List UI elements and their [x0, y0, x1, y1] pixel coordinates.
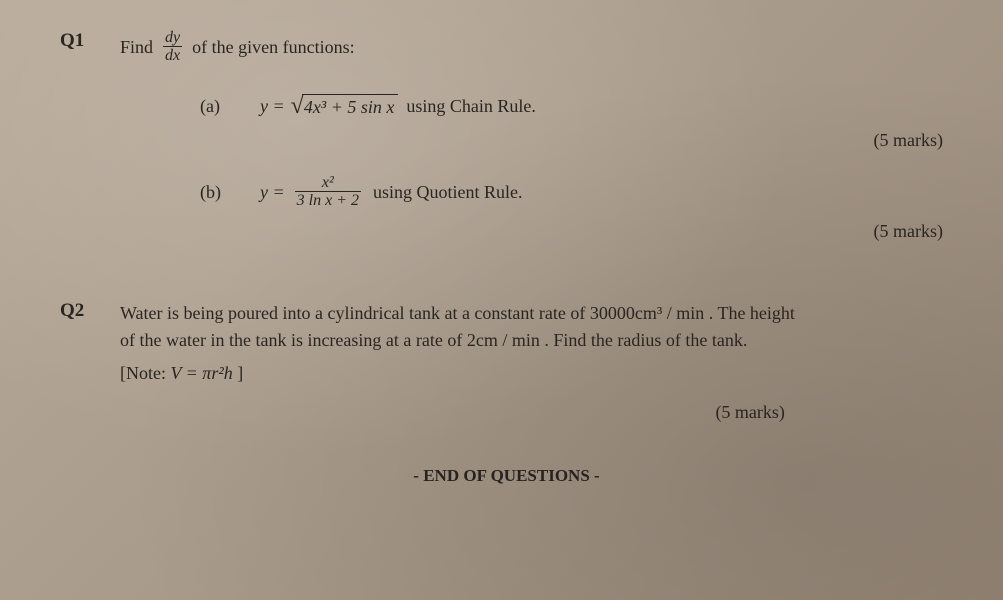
q2-note-post: ]: [237, 363, 243, 383]
q1-part-a: (a) y = √ 4x³ + 5 sin x using Chain Rule…: [200, 94, 953, 118]
q1b-using: using Quotient Rule.: [373, 182, 523, 203]
q1-prompt: Find dy dx of the given functions:: [120, 30, 953, 64]
q1-prompt-post: of the given functions:: [192, 37, 354, 58]
q1b-lhs: y =: [260, 182, 285, 203]
q1b-fraction: x² 3 ln x + 2: [295, 175, 361, 209]
q1a-sqrt: √ 4x³ + 5 sin x: [291, 94, 399, 118]
question-1: Q1 Find dy dx of the given functions: (a…: [60, 30, 953, 242]
q2-note: [Note: V = πr²h ]: [120, 360, 795, 387]
q1a-sqrt-body: 4x³ + 5 sin x: [302, 94, 399, 118]
q1-part-b: (b) y = x² 3 ln x + 2 using Quotient Rul…: [200, 175, 953, 209]
q1a-label: (a): [200, 96, 260, 117]
q1-label: Q1: [60, 30, 120, 242]
question-2: Q2 Water is being poured into a cylindri…: [60, 300, 953, 426]
q1-frac-den: dx: [163, 46, 182, 64]
q2-note-eq: V = πr²h: [170, 363, 232, 383]
q1a-using: using Chain Rule.: [406, 96, 536, 117]
q1a-equation: y = √ 4x³ + 5 sin x using Chain Rule.: [260, 94, 536, 118]
q2-marks: (5 marks): [120, 399, 795, 426]
q1-fraction: dy dx: [163, 30, 182, 64]
q2-note-pre: [Note:: [120, 363, 166, 383]
q1b-label: (b): [200, 182, 260, 203]
q1a-lhs: y =: [260, 96, 285, 117]
q1b-frac-den: 3 ln x + 2: [295, 191, 361, 209]
q1b-frac-num: x²: [320, 175, 336, 191]
q2-label: Q2: [60, 300, 120, 426]
q1-body: Find dy dx of the given functions: (a) y…: [120, 30, 953, 242]
q1b-marks: (5 marks): [120, 221, 953, 242]
q1-frac-num: dy: [163, 30, 182, 46]
q1-prompt-pre: Find: [120, 37, 153, 58]
q2-body: Water is being poured into a cylindrical…: [120, 300, 795, 426]
q2-line2: of the water in the tank is increasing a…: [120, 327, 795, 354]
q2-line1: Water is being poured into a cylindrical…: [120, 300, 795, 327]
end-of-questions: - END OF QUESTIONS -: [60, 466, 953, 486]
q1a-marks: (5 marks): [120, 130, 953, 151]
q1b-equation: y = x² 3 ln x + 2 using Quotient Rule.: [260, 175, 522, 209]
